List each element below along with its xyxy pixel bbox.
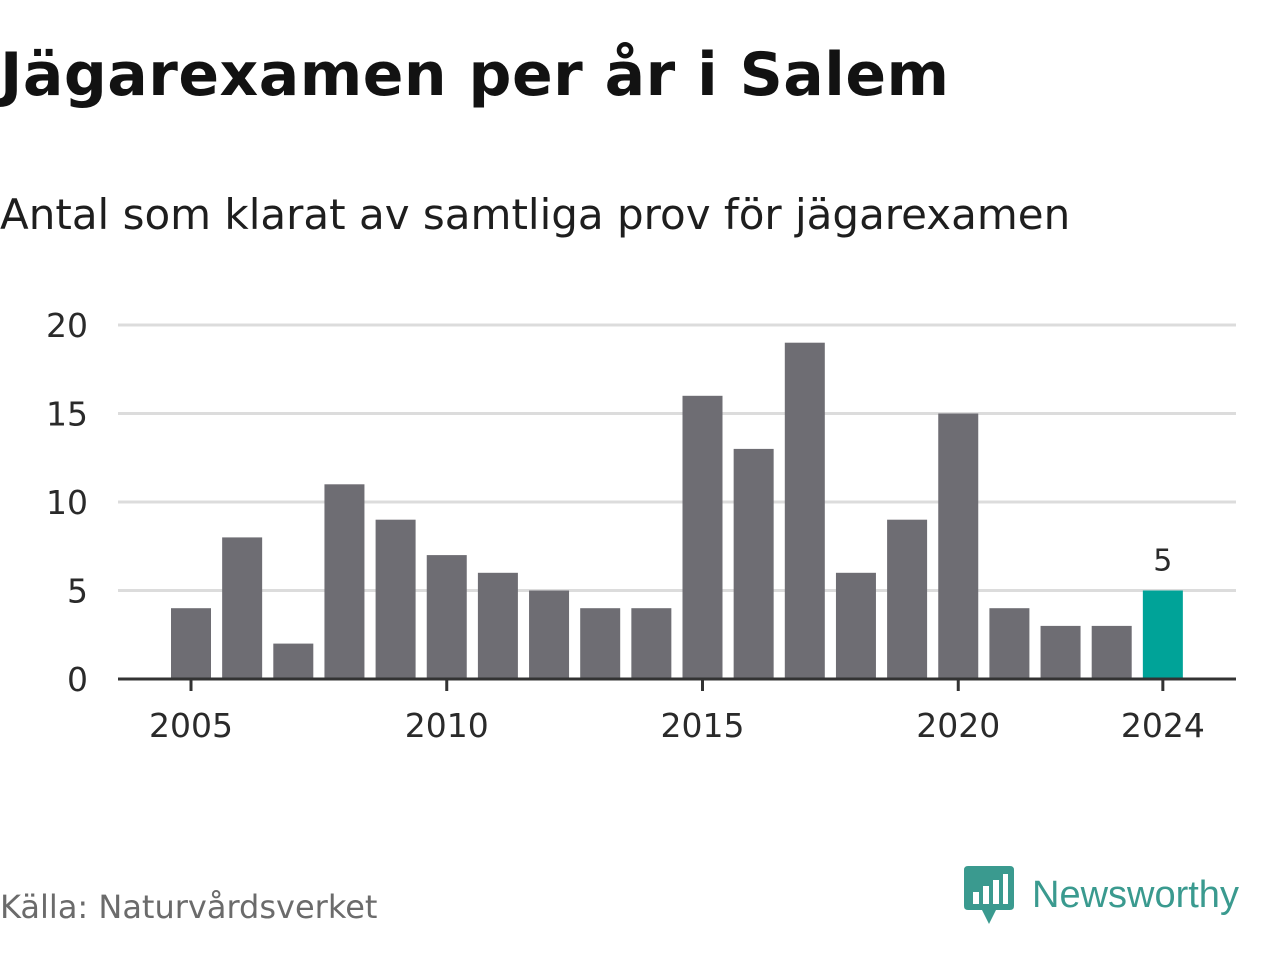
- brand: Newsworthy: [964, 866, 1239, 924]
- source-note: Källa: Naturvårdsverket: [0, 888, 378, 926]
- bar-2023: [1091, 625, 1132, 679]
- x-tick-label: 2024: [1121, 706, 1205, 745]
- bar-2009: [375, 519, 416, 679]
- bar-2014: [631, 608, 672, 679]
- bar-2021: [989, 608, 1030, 679]
- bar-chart: 0 5 10 15 20 2005 2010 2015 2020 2024 5: [46, 306, 1236, 745]
- bar-2007: [273, 643, 314, 679]
- bar-2013: [580, 608, 621, 679]
- bar-2006: [222, 537, 263, 679]
- bar-2008: [324, 484, 365, 679]
- labels: 0 5 10 15 20 2005 2010 2015 2020 2024 5: [46, 306, 1205, 745]
- y-tick-label: 10: [46, 483, 88, 522]
- y-tick-label: 5: [67, 572, 88, 611]
- bar-2010: [426, 555, 467, 679]
- data-label: 5: [1153, 544, 1172, 579]
- chart-subtitle: Antal som klarat av samtliga prov för jä…: [0, 190, 1071, 239]
- brand-name: Newsworthy: [1032, 873, 1239, 916]
- x-tick-label: 2020: [916, 706, 1000, 745]
- x-tick-label: 2005: [149, 706, 233, 745]
- bar-2012: [529, 590, 570, 679]
- newsworthy-logo-icon: [964, 866, 1014, 924]
- y-tick-label: 15: [46, 395, 88, 434]
- bar-2022: [1040, 625, 1081, 679]
- y-tick-label: 20: [46, 306, 88, 345]
- bar-2005: [171, 608, 211, 679]
- bar-2019: [887, 519, 928, 679]
- bar-2015: [682, 395, 723, 679]
- gridlines: [118, 323, 1236, 592]
- axes: [118, 677, 1236, 691]
- bar-2018: [835, 572, 876, 679]
- bar-2017: [784, 342, 825, 679]
- bar-2024: [1142, 590, 1183, 679]
- chart-title: Jägarexamen per år i Salem: [0, 40, 950, 110]
- bar-2020: [938, 413, 979, 679]
- bars: [171, 342, 1183, 679]
- y-tick-label: 0: [67, 660, 88, 699]
- bar-2011: [477, 572, 518, 679]
- x-tick-label: 2015: [661, 706, 745, 745]
- x-tick-label: 2010: [405, 706, 489, 745]
- bar-2016: [733, 448, 774, 679]
